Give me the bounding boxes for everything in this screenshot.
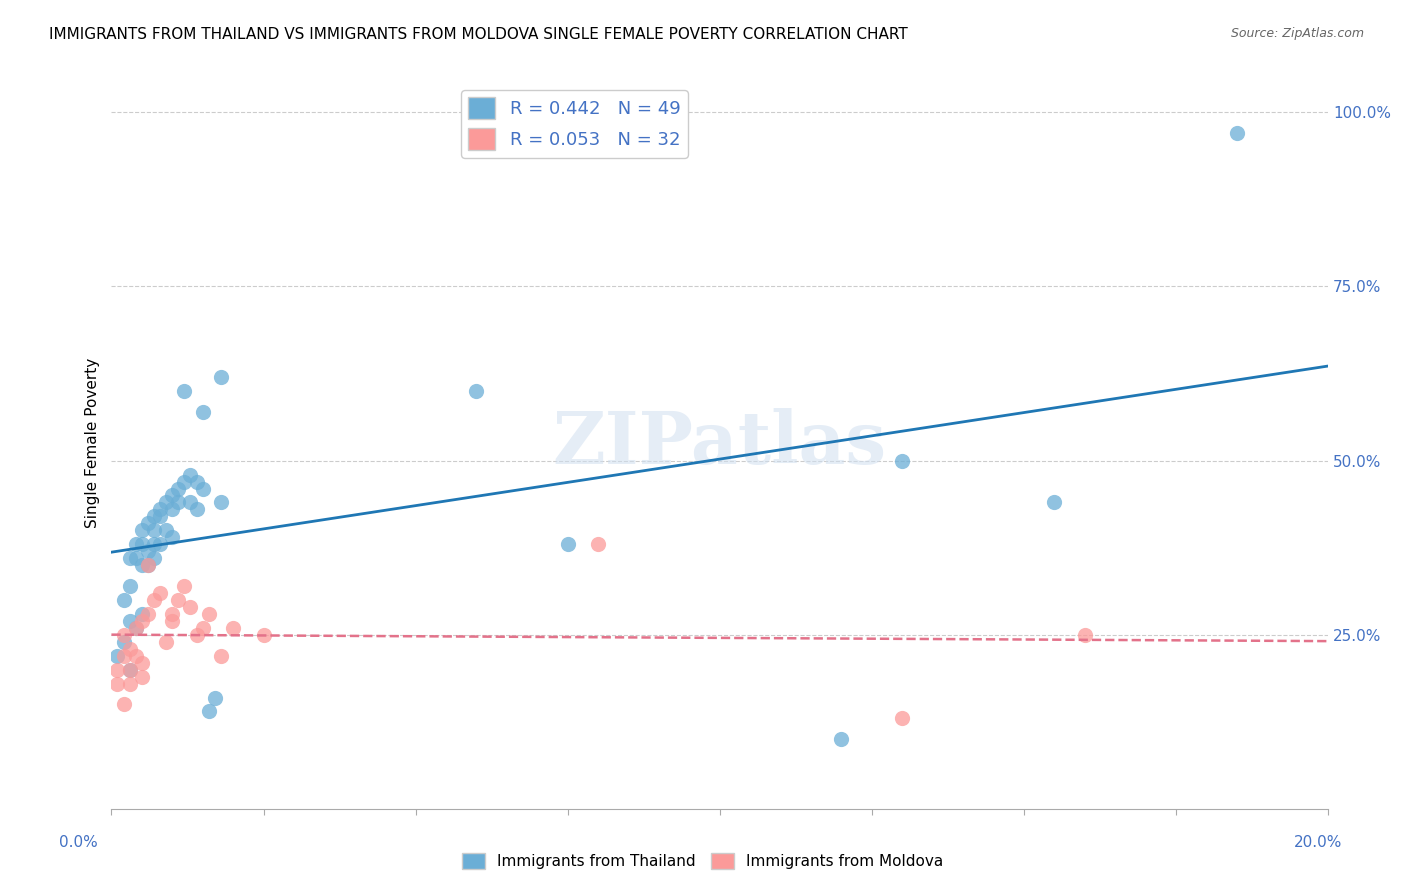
- Point: [125, 621, 148, 635]
- Point: [173, 475, 195, 489]
- Point: [209, 370, 232, 384]
- Point: [149, 509, 172, 524]
- Point: [143, 509, 166, 524]
- Point: [179, 467, 201, 482]
- Point: [118, 663, 141, 677]
- Point: [173, 579, 195, 593]
- Point: [191, 482, 214, 496]
- Point: [1226, 126, 1249, 140]
- Point: [197, 705, 219, 719]
- Text: 0.0%: 0.0%: [59, 836, 98, 850]
- Point: [136, 558, 159, 573]
- Point: [107, 676, 129, 690]
- Point: [149, 502, 172, 516]
- Point: [143, 593, 166, 607]
- Legend: Immigrants from Thailand, Immigrants from Moldova: Immigrants from Thailand, Immigrants fro…: [456, 847, 950, 875]
- Point: [112, 593, 135, 607]
- Point: [118, 663, 141, 677]
- Y-axis label: Single Female Poverty: Single Female Poverty: [86, 358, 100, 528]
- Point: [179, 495, 201, 509]
- Point: [143, 537, 166, 551]
- Point: [162, 607, 184, 621]
- Point: [125, 537, 148, 551]
- Point: [167, 593, 190, 607]
- Point: [112, 628, 135, 642]
- Point: [136, 607, 159, 621]
- Point: [222, 621, 245, 635]
- Point: [465, 384, 488, 398]
- Point: [131, 537, 153, 551]
- Point: [209, 648, 232, 663]
- Point: [149, 537, 172, 551]
- Point: [191, 405, 214, 419]
- Point: [125, 621, 148, 635]
- Text: ZIPatlas: ZIPatlas: [553, 408, 887, 479]
- Point: [155, 524, 177, 538]
- Point: [143, 524, 166, 538]
- Point: [162, 530, 184, 544]
- Point: [112, 634, 135, 648]
- Point: [155, 634, 177, 648]
- Point: [136, 558, 159, 573]
- Point: [136, 516, 159, 531]
- Text: Source: ZipAtlas.com: Source: ZipAtlas.com: [1230, 27, 1364, 40]
- Point: [125, 551, 148, 566]
- Point: [891, 711, 914, 725]
- Point: [162, 488, 184, 502]
- Point: [112, 698, 135, 712]
- Point: [155, 495, 177, 509]
- Point: [209, 495, 232, 509]
- Point: [131, 670, 153, 684]
- Point: [131, 558, 153, 573]
- Point: [167, 482, 190, 496]
- Point: [191, 621, 214, 635]
- Point: [557, 537, 579, 551]
- Point: [1074, 628, 1097, 642]
- Point: [167, 495, 190, 509]
- Point: [118, 614, 141, 628]
- Point: [197, 607, 219, 621]
- Point: [131, 614, 153, 628]
- Point: [204, 690, 226, 705]
- Point: [118, 579, 141, 593]
- Point: [118, 551, 141, 566]
- Point: [118, 676, 141, 690]
- Point: [118, 641, 141, 656]
- Point: [830, 732, 852, 747]
- Point: [162, 614, 184, 628]
- Point: [186, 502, 208, 516]
- Point: [149, 586, 172, 600]
- Point: [107, 648, 129, 663]
- Point: [107, 663, 129, 677]
- Point: [252, 628, 274, 642]
- Point: [131, 656, 153, 670]
- Point: [186, 475, 208, 489]
- Text: IMMIGRANTS FROM THAILAND VS IMMIGRANTS FROM MOLDOVA SINGLE FEMALE POVERTY CORREL: IMMIGRANTS FROM THAILAND VS IMMIGRANTS F…: [49, 27, 908, 42]
- Point: [173, 384, 195, 398]
- Point: [186, 628, 208, 642]
- Point: [136, 544, 159, 558]
- Point: [1043, 495, 1066, 509]
- Point: [131, 524, 153, 538]
- Point: [112, 648, 135, 663]
- Point: [891, 453, 914, 467]
- Legend: R = 0.442   N = 49, R = 0.053   N = 32: R = 0.442 N = 49, R = 0.053 N = 32: [461, 90, 688, 158]
- Point: [143, 551, 166, 566]
- Point: [586, 537, 609, 551]
- Point: [131, 607, 153, 621]
- Point: [162, 502, 184, 516]
- Text: 20.0%: 20.0%: [1295, 836, 1343, 850]
- Point: [179, 599, 201, 614]
- Point: [125, 648, 148, 663]
